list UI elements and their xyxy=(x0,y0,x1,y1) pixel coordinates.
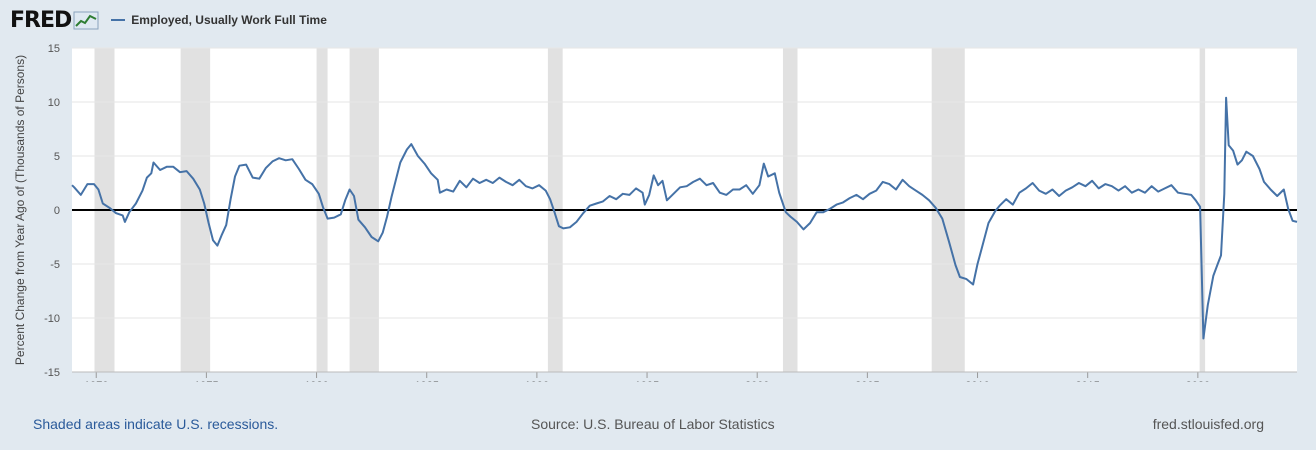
y-tick-label: 10 xyxy=(48,97,60,109)
x-tick-label: 1980 xyxy=(304,380,328,382)
x-tick-label: 1995 xyxy=(635,380,659,382)
x-tick-label: 1970 xyxy=(84,380,108,382)
x-tick-label: 2000 xyxy=(745,380,769,382)
recession-note-link[interactable]: Shaded areas indicate U.S. recessions. xyxy=(33,416,279,432)
legend-series-label: Employed, Usually Work Full Time xyxy=(131,13,327,27)
chart-header: FRED Employed, Usually Work Full Time xyxy=(10,6,327,34)
x-tick-label: 2010 xyxy=(965,380,989,382)
y-tick-label: -5 xyxy=(50,259,60,271)
line-chart: 15 10 5 0 -5 -10 -15 1970 1975 1980 1985 1990 1995 2… xyxy=(13,43,1298,382)
source-text: Source: U.S. Bureau of Labor Statistics xyxy=(531,416,775,432)
x-tick-label: 1990 xyxy=(525,380,549,382)
x-tick-label: 2005 xyxy=(855,380,879,382)
series-line[interactable] xyxy=(71,96,1298,340)
x-axis-ticks: 1970 1975 1980 1985 1990 1995 2000 2005 2010 2015… xyxy=(84,372,1210,382)
x-tick-label: 2020 xyxy=(1186,380,1210,382)
y-tick-label: 0 xyxy=(54,205,60,217)
y-tick-label: 15 xyxy=(48,43,60,55)
y-tick-label: 5 xyxy=(54,151,60,163)
y-tick-label: -10 xyxy=(44,313,60,325)
site-url[interactable]: fred.stlouisfed.org xyxy=(1152,416,1264,432)
legend-line-swatch xyxy=(111,19,126,21)
y-tick-label: -15 xyxy=(44,367,60,379)
y-axis-ticks: 15 10 5 0 -5 -10 -15 xyxy=(44,43,60,379)
fred-logo-text: FRED xyxy=(10,7,72,33)
chart-legend: Employed, Usually Work Full Time xyxy=(111,13,327,27)
x-tick-label: 1985 xyxy=(414,380,438,382)
fred-graph-icon xyxy=(73,11,99,30)
x-tick-label: 1975 xyxy=(194,380,218,382)
x-tick-label: 2015 xyxy=(1075,380,1099,382)
y-axis-label: Percent Change from Year Ago of (Thousan… xyxy=(13,55,27,365)
fred-logo[interactable]: FRED xyxy=(10,8,99,33)
